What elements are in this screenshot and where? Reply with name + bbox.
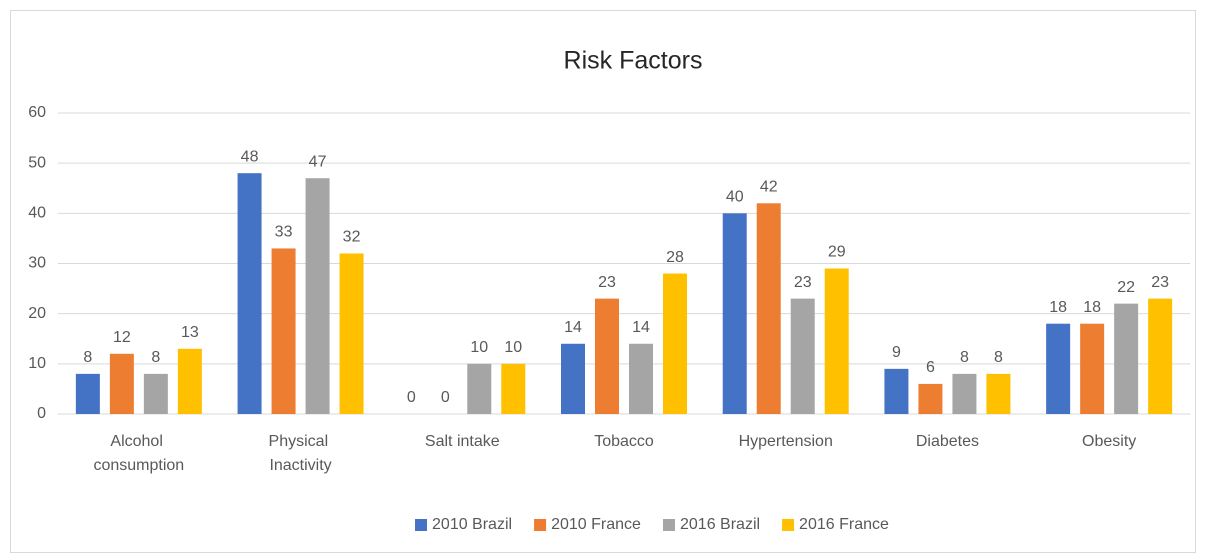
data-label: 23 [598, 274, 616, 291]
data-label: 10 [470, 339, 488, 356]
data-label: 28 [666, 249, 684, 266]
legend-swatch [782, 519, 795, 531]
data-label: 23 [1151, 274, 1169, 291]
bar [143, 373, 168, 414]
y-tick-label: 0 [37, 405, 46, 422]
bar [1148, 298, 1173, 414]
chart-frame [10, 10, 1196, 553]
legend-swatch [415, 519, 428, 531]
y-tick-label: 60 [28, 104, 46, 121]
bar [305, 178, 330, 414]
legend-swatch [663, 519, 675, 531]
x-tick-label-line: Inactivity [269, 457, 331, 474]
y-tick-label: 20 [28, 305, 46, 322]
data-label: 48 [241, 148, 259, 165]
chart-title: Risk Factors [564, 47, 703, 75]
bar [1080, 323, 1105, 414]
data-label: 14 [564, 319, 582, 336]
x-tick-label: Tobacco [594, 433, 654, 450]
bar [790, 298, 815, 414]
y-tick-label: 50 [28, 154, 46, 171]
bar [824, 268, 849, 414]
data-label: 14 [632, 319, 650, 336]
data-label: 0 [407, 389, 416, 406]
data-label: 42 [760, 179, 778, 196]
bar [501, 363, 526, 414]
bar [75, 373, 100, 414]
bar [237, 173, 262, 414]
data-label: 8 [151, 349, 160, 366]
bar [1046, 323, 1071, 414]
data-label: 0 [441, 389, 450, 406]
x-tick-label: Obesity [1082, 433, 1136, 450]
data-label: 9 [892, 344, 901, 361]
bar [952, 373, 977, 414]
bar [629, 343, 653, 414]
legend-label: 2010 France [551, 516, 641, 533]
bar [756, 203, 781, 414]
legend-label: 2010 Brazil [432, 516, 512, 533]
data-label: 18 [1049, 299, 1067, 316]
x-tick-label-line: Physical [269, 433, 333, 450]
data-label: 8 [994, 349, 1003, 366]
data-label: 22 [1117, 279, 1135, 296]
bar [884, 368, 909, 414]
data-label: 29 [828, 244, 846, 261]
legend-item: 2010 Brazil [415, 516, 512, 533]
bar [177, 348, 202, 414]
x-tick-label: Salt intake [425, 433, 500, 450]
bar [663, 273, 687, 414]
bar [339, 253, 364, 414]
x-tick-label: Physical Inactivity [269, 433, 333, 474]
legend-item: 2016 Brazil [663, 516, 760, 533]
data-label: 23 [794, 274, 812, 291]
y-tick-label: 30 [28, 255, 46, 272]
bar [109, 353, 134, 414]
legend-label: 2016 France [799, 516, 889, 533]
x-tick-label-line: consumption [93, 457, 184, 474]
legend-swatch [534, 519, 547, 531]
data-label: 40 [726, 189, 744, 206]
data-label: 8 [960, 349, 969, 366]
x-tick-label-line: Alcohol [110, 433, 167, 450]
bar [561, 343, 585, 414]
y-tick-label: 10 [28, 355, 46, 372]
data-label: 47 [309, 153, 327, 170]
x-tick-label: Alcohol consumption [93, 433, 184, 474]
data-label: 6 [926, 359, 935, 376]
legend-label: 2016 Brazil [680, 516, 760, 533]
legend-item: 2010 France [534, 516, 641, 533]
bar [595, 298, 619, 414]
bar [1114, 303, 1139, 414]
bar [986, 373, 1011, 414]
data-label: 33 [275, 224, 293, 241]
data-label: 18 [1083, 299, 1101, 316]
data-label: 8 [83, 349, 92, 366]
bar [722, 213, 747, 414]
data-label: 32 [343, 229, 361, 246]
bar [467, 363, 492, 414]
legend-item: 2016 France [782, 516, 889, 533]
bar [271, 248, 296, 414]
x-tick-label: Hypertension [739, 433, 833, 450]
y-tick-label: 40 [28, 205, 46, 222]
data-label: 10 [504, 339, 522, 356]
bar [918, 383, 943, 414]
data-label: 12 [113, 329, 131, 346]
data-label: 13 [181, 324, 199, 341]
x-tick-label: Diabetes [916, 433, 979, 450]
